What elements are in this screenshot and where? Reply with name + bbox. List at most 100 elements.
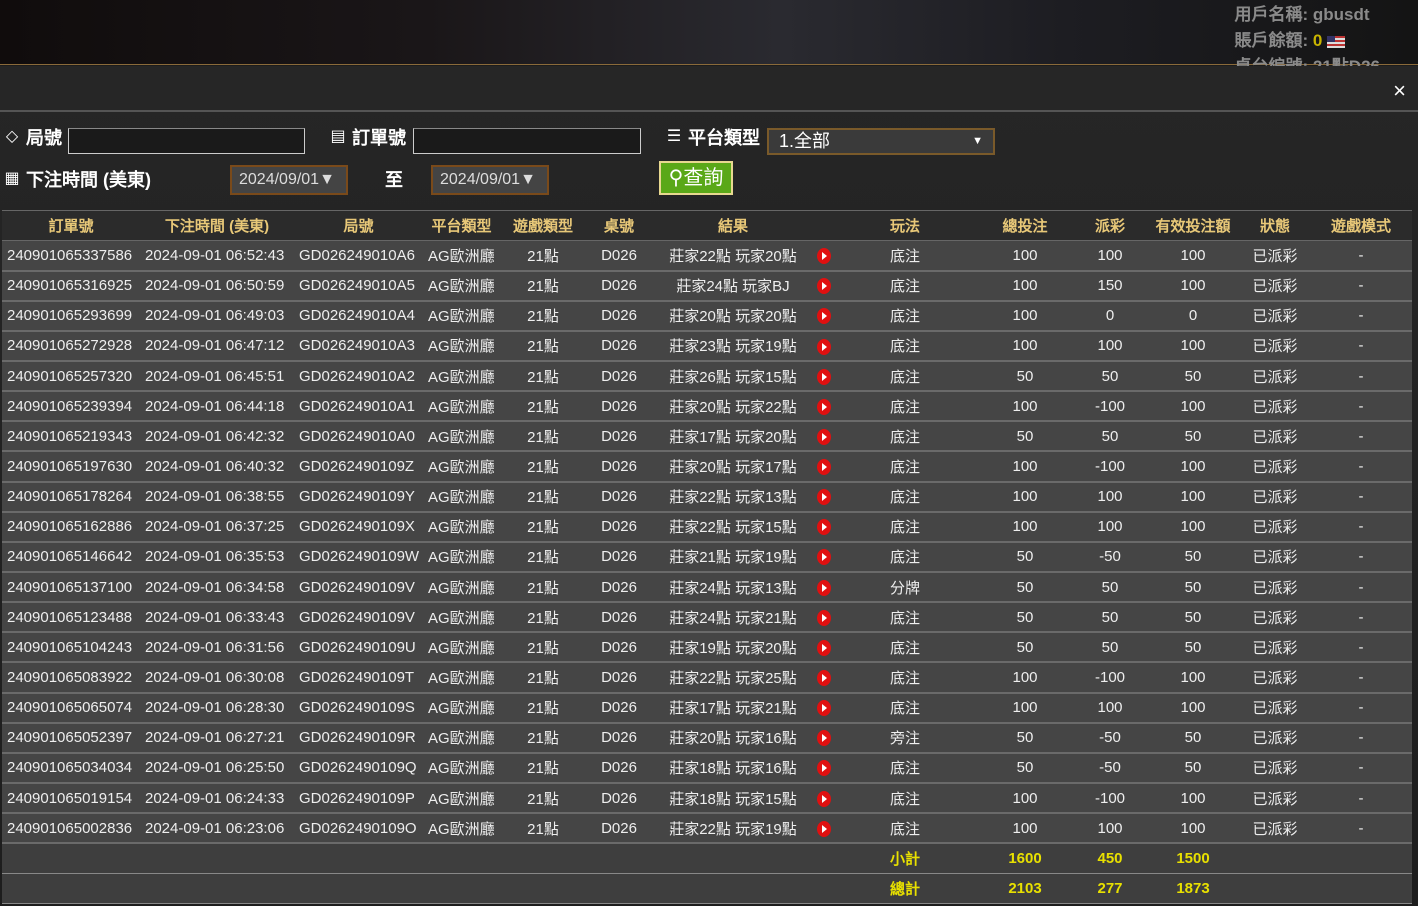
caret-down-icon: ▼	[319, 171, 335, 188]
total-label: 總計	[834, 873, 976, 905]
date-from-picker[interactable]: 2024/09/01▼	[230, 165, 348, 195]
play-video-icon[interactable]	[817, 639, 831, 656]
result: 莊家22點 玩家15點	[652, 511, 814, 543]
platform-select[interactable]: 1.全部 ▼	[767, 128, 995, 155]
payout: 100	[1074, 813, 1146, 845]
game-mode: -	[1310, 421, 1412, 453]
username-label: 用戶名稱:	[1234, 5, 1309, 24]
order-no: 240901065104243	[2, 632, 140, 664]
play-video-icon[interactable]	[817, 368, 831, 385]
replay-cell[interactable]	[814, 783, 834, 815]
play-video-icon[interactable]	[817, 459, 831, 476]
replay-cell[interactable]	[814, 481, 834, 513]
play-type: 底注	[834, 511, 976, 543]
play-video-icon[interactable]	[817, 820, 831, 837]
table-row: 240901065034034 2024-09-01 06:25:50 GD0262…	[2, 752, 1412, 785]
play-video-icon[interactable]	[817, 790, 831, 807]
play-video-icon[interactable]	[817, 760, 831, 777]
replay-cell[interactable]	[814, 692, 834, 724]
play-video-icon[interactable]	[817, 519, 831, 536]
replay-cell[interactable]	[814, 361, 834, 393]
valid-bet: 50	[1146, 632, 1240, 664]
replay-cell[interactable]	[814, 632, 834, 664]
game-no: GD026249010A2	[294, 361, 423, 393]
close-icon[interactable]: ×	[1393, 78, 1406, 103]
column-header-table-no: 桌號	[586, 210, 652, 241]
query-button[interactable]: ⚲查詢	[659, 161, 733, 195]
tag-icon: ◇	[5, 128, 19, 145]
play-type: 底注	[834, 240, 976, 272]
game-mode: -	[1310, 451, 1412, 483]
column-header-payout: 派彩	[1074, 210, 1146, 241]
game-mode: -	[1310, 240, 1412, 272]
replay-cell[interactable]	[814, 511, 834, 543]
table-row: 240901065052397 2024-09-01 06:27:21 GD0262…	[2, 722, 1412, 754]
play-video-icon[interactable]	[817, 609, 831, 626]
replay-cell[interactable]	[814, 300, 834, 332]
replay-cell[interactable]	[814, 662, 834, 694]
empty-cell	[586, 843, 652, 874]
game-mode: -	[1310, 572, 1412, 604]
play-video-icon[interactable]	[817, 247, 831, 264]
replay-cell[interactable]	[814, 270, 834, 302]
replay-cell[interactable]	[814, 602, 834, 634]
game-mode: -	[1310, 270, 1412, 302]
order-no: 240901065065074	[2, 692, 140, 724]
table-header: 訂單號 下注時間 (美東) 局號 平台類型 遊戲類型 桌號 結果 玩法 總投注 派彩 有效投注額 狀態…	[2, 210, 1412, 241]
play-video-icon[interactable]	[817, 428, 831, 445]
replay-cell[interactable]	[814, 813, 834, 845]
game-type: 21點	[500, 572, 586, 604]
replay-cell[interactable]	[814, 330, 834, 363]
game-no: GD0262490109V	[294, 602, 423, 634]
bet-time: 2024-09-01 06:40:32	[140, 451, 294, 483]
replay-cell[interactable]	[814, 391, 834, 423]
status: 已派彩	[1240, 240, 1310, 272]
game-mode: -	[1310, 783, 1412, 815]
play-video-icon[interactable]	[817, 700, 831, 717]
play-video-icon[interactable]	[817, 670, 831, 687]
game-type: 21點	[500, 300, 586, 332]
play-video-icon[interactable]	[817, 338, 831, 355]
bet-time: 2024-09-01 06:23:06	[140, 813, 294, 845]
game-no: GD0262490109W	[294, 541, 423, 574]
platform-selected: 1.全部	[779, 131, 831, 151]
replay-cell[interactable]	[814, 752, 834, 785]
order-no: 240901065146642	[2, 541, 140, 574]
play-video-icon[interactable]	[817, 398, 831, 415]
replay-cell[interactable]	[814, 451, 834, 483]
status: 已派彩	[1240, 511, 1310, 543]
play-video-icon[interactable]	[817, 308, 831, 325]
replay-cell[interactable]	[814, 541, 834, 574]
status: 已派彩	[1240, 330, 1310, 363]
caret-down-icon: ▼	[520, 171, 536, 188]
platform: AG歐洲廳	[423, 300, 500, 332]
replay-cell[interactable]	[814, 722, 834, 754]
table-no: D026	[586, 662, 652, 694]
payout: -50	[1074, 541, 1146, 574]
play-video-icon[interactable]	[817, 549, 831, 566]
payout: 50	[1074, 632, 1146, 664]
play-video-icon[interactable]	[817, 278, 831, 295]
date-to-picker[interactable]: 2024/09/01▼	[431, 165, 549, 195]
game-type: 21點	[500, 632, 586, 664]
play-video-icon[interactable]	[817, 489, 831, 506]
valid-bet: 100	[1146, 813, 1240, 845]
game-no-input[interactable]	[68, 128, 305, 154]
replay-cell[interactable]	[814, 421, 834, 453]
payout: 100	[1074, 511, 1146, 543]
bet-time: 2024-09-01 06:49:03	[140, 300, 294, 332]
chevron-down-icon: ▼	[972, 135, 983, 147]
game-no: GD0262490109S	[294, 692, 423, 724]
play-video-icon[interactable]	[817, 579, 831, 596]
play-video-icon[interactable]	[817, 730, 831, 747]
replay-cell[interactable]	[814, 240, 834, 272]
valid-bet: 0	[1146, 300, 1240, 332]
empty-cell	[294, 843, 423, 874]
order-no-input[interactable]	[413, 128, 641, 154]
valid-bet: 100	[1146, 451, 1240, 483]
replay-cell[interactable]	[814, 572, 834, 604]
subtotal-payout: 450	[1074, 843, 1146, 874]
divider	[0, 110, 1418, 112]
empty-cell	[2, 843, 140, 874]
play-type: 底注	[834, 692, 976, 724]
